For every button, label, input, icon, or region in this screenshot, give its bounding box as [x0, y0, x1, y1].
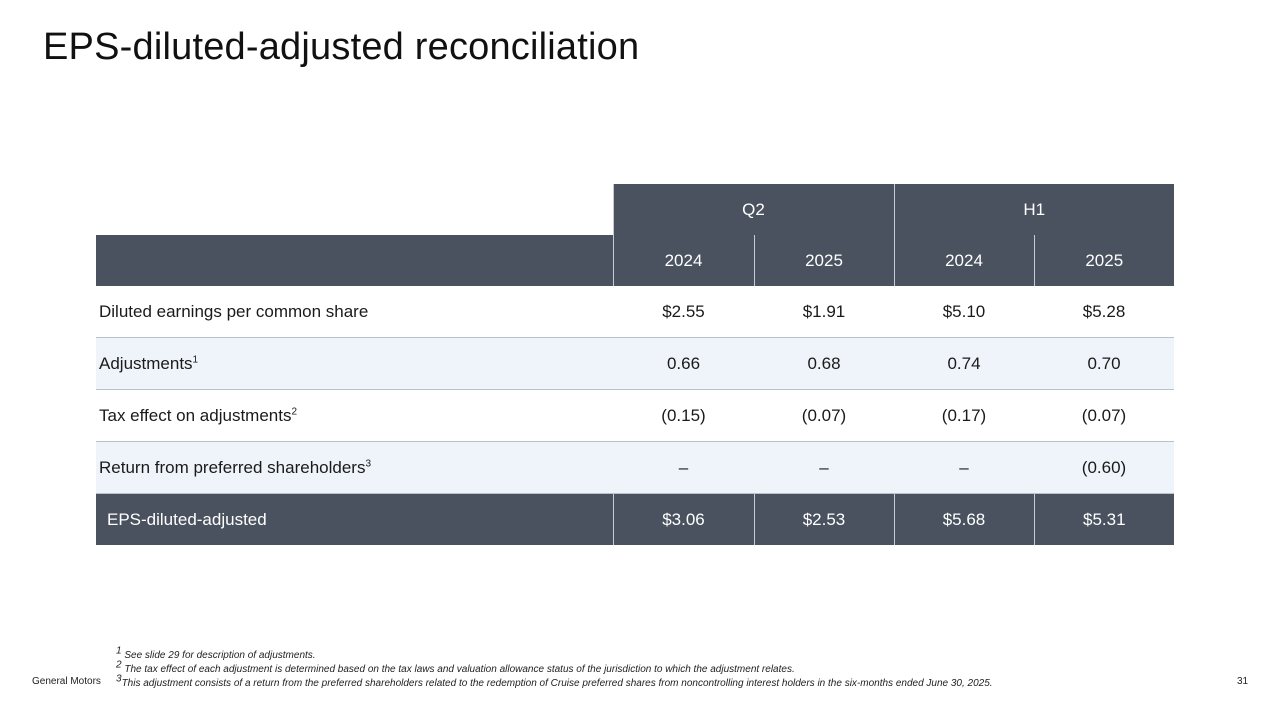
value-cell: $5.10 — [894, 286, 1034, 338]
value-cell: (0.17) — [894, 389, 1034, 442]
row-label: Return from preferred shareholders3 — [96, 441, 613, 494]
page-title: EPS-diluted-adjusted reconciliation — [43, 26, 640, 68]
value-cell: $1.91 — [754, 286, 894, 338]
table-row-adjustments: Adjustments1 0.66 0.68 0.74 0.70 — [96, 337, 1175, 390]
year-header-q2-2025: 2025 — [753, 235, 894, 286]
year-header-q2-2024: 2024 — [612, 235, 754, 286]
footnotes: 1 See slide 29 for description of adjust… — [116, 645, 993, 691]
row-label: Diluted earnings per common share — [96, 286, 613, 338]
value-cell: 0.74 — [894, 337, 1034, 390]
year-header-row: 2024 2025 2024 2025 — [96, 235, 1175, 286]
value-cell: (0.07) — [754, 389, 894, 442]
value-cell: 0.68 — [754, 337, 894, 390]
table-row-preferred-return: Return from preferred shareholders3 – – … — [96, 441, 1175, 494]
table-row-tax-effect: Tax effect on adjustments2 (0.15) (0.07)… — [96, 389, 1175, 442]
value-cell: – — [613, 441, 754, 494]
period-header-h1: H1 — [893, 184, 1175, 235]
value-cell: (0.15) — [613, 389, 754, 442]
total-value-cell: $5.68 — [893, 493, 1034, 545]
value-cell: – — [754, 441, 894, 494]
value-cell: 0.66 — [613, 337, 754, 390]
header-blank-cell — [96, 184, 613, 235]
period-header-q2: Q2 — [612, 184, 894, 235]
value-cell: (0.07) — [1034, 389, 1175, 442]
company-name: General Motors — [32, 676, 101, 687]
page-number: 31 — [1237, 676, 1249, 687]
total-value-cell: $3.06 — [612, 493, 754, 545]
value-cell: (0.60) — [1034, 441, 1175, 494]
year-header-h1-2025: 2025 — [1033, 235, 1175, 286]
footnote-marker: 1 — [192, 353, 199, 365]
footnote-3: 3This adjustment consists of a return fr… — [116, 673, 993, 689]
value-cell: $2.55 — [613, 286, 754, 338]
header-label-cell — [96, 235, 613, 286]
footnote-marker: 2 — [291, 405, 298, 417]
table-row-total: EPS-diluted-adjusted $3.06 $2.53 $5.68 $… — [96, 493, 1175, 545]
value-cell: 0.70 — [1034, 337, 1175, 390]
total-value-cell: $2.53 — [753, 493, 894, 545]
period-header-row: Q2 H1 — [96, 184, 1175, 235]
eps-reconciliation-table: Q2 H1 2024 2025 2024 2025 Diluted earnin… — [96, 184, 1175, 545]
row-label: Adjustments1 — [96, 337, 613, 390]
footnote-2: 2 The tax effect of each adjustment is d… — [116, 659, 795, 675]
row-label: Tax effect on adjustments2 — [96, 389, 613, 442]
value-cell: – — [894, 441, 1034, 494]
value-cell: $5.28 — [1034, 286, 1175, 338]
total-value-cell: $5.31 — [1033, 493, 1175, 545]
year-header-h1-2024: 2024 — [893, 235, 1034, 286]
total-label: EPS-diluted-adjusted — [96, 493, 613, 545]
table-row-diluted-eps: Diluted earnings per common share $2.55 … — [96, 286, 1175, 338]
footnote-1: 1 See slide 29 for description of adjust… — [116, 645, 316, 661]
footnote-marker: 3 — [365, 457, 372, 469]
